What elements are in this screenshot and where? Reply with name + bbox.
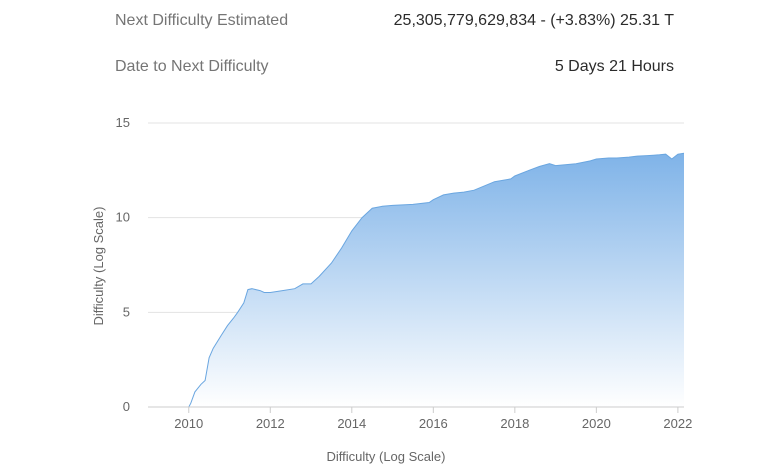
x-tick-label: 2010 (174, 416, 203, 431)
x-tick-label: 2012 (256, 416, 285, 431)
chart-axes: 0 5 10 15 2010 2012 2014 2016 2018 2020 2022 (116, 115, 693, 431)
date-to-next-difficulty-label: Date to Next Difficulty (115, 58, 269, 75)
next-difficulty-row: Next Difficulty Estimated 25,305,779,629… (115, 12, 674, 30)
x-tick-label: 2014 (337, 416, 366, 431)
next-difficulty-date-row: Date to Next Difficulty 5 Days 21 Hours (115, 58, 674, 76)
next-difficulty-value: 25,305,779,629,834 - (+3.83%) 25.31 T (393, 12, 674, 29)
y-axis-title: Difficulty (Log Scale) (91, 207, 106, 326)
y-tick-label: 5 (123, 304, 130, 319)
difficulty-line (148, 152, 685, 408)
x-axis-title: Difficulty (Log Scale) (327, 449, 446, 464)
x-tick-label: 2022 (663, 416, 692, 431)
chart-series-layer (148, 152, 685, 408)
y-tick-label: 15 (116, 115, 130, 130)
x-tick-label: 2016 (419, 416, 448, 431)
x-tick-label: 2020 (582, 416, 611, 431)
date-to-next-difficulty-value: 5 Days 21 Hours (554, 58, 674, 75)
x-tick-label: 2018 (500, 416, 529, 431)
next-difficulty-label: Next Difficulty Estimated (115, 12, 289, 29)
difficulty-area (148, 153, 684, 407)
y-tick-label: 0 (123, 399, 130, 414)
y-tick-label: 10 (116, 210, 130, 225)
